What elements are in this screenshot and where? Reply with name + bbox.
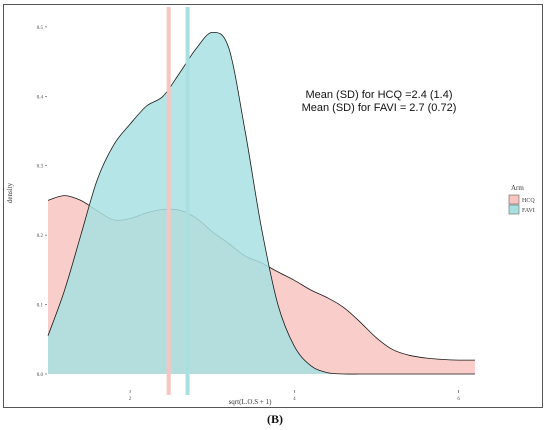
density-areas xyxy=(47,31,476,375)
y-tick-label: 0.3 xyxy=(37,165,44,170)
y-tick-label: 0.5 xyxy=(37,26,44,31)
annotation-hcq: Mean (SD) for HCQ =2.4 (1.4) xyxy=(305,89,452,101)
x-tick-label: 6 xyxy=(457,397,460,402)
legend-label-favi: FAVI xyxy=(522,208,535,214)
density-plot: 0.0 0.1 0.2 0.3 0.4 0.5 2 4 6 density sqrt(L.O.S… xyxy=(6,7,535,406)
axes: 0.0 0.1 0.2 0.3 0.4 0.5 2 4 6 xyxy=(37,26,461,402)
y-tick-label: 0.1 xyxy=(37,304,44,309)
legend: Arm HCQ FAVI xyxy=(508,184,535,215)
legend-key-favi xyxy=(508,204,520,215)
chart-frame: 0.0 0.1 0.2 0.3 0.4 0.5 2 4 6 density sqrt(L.O.S… xyxy=(3,4,543,408)
figure-caption: (B) xyxy=(267,412,283,426)
x-tick-label: 2 xyxy=(129,397,132,402)
x-tick-label: 4 xyxy=(293,397,296,402)
y-tick-label: 0.0 xyxy=(37,373,44,378)
legend-label-hcq: HCQ xyxy=(522,198,535,204)
legend-title: Arm xyxy=(511,184,524,192)
annotation-favi: Mean (SD) for FAVI = 2.7 (0.72) xyxy=(302,102,457,114)
density-curve-favi xyxy=(47,31,475,375)
x-axis-label: sqrt(L.O.S + 1) xyxy=(229,398,273,406)
y-tick-label: 0.2 xyxy=(37,234,44,239)
mean-lines xyxy=(166,7,190,395)
y-tick-label: 0.4 xyxy=(37,95,44,100)
density-area-favi xyxy=(48,32,475,375)
legend-key-hcq xyxy=(508,194,520,205)
y-axis-label: density xyxy=(6,182,14,203)
